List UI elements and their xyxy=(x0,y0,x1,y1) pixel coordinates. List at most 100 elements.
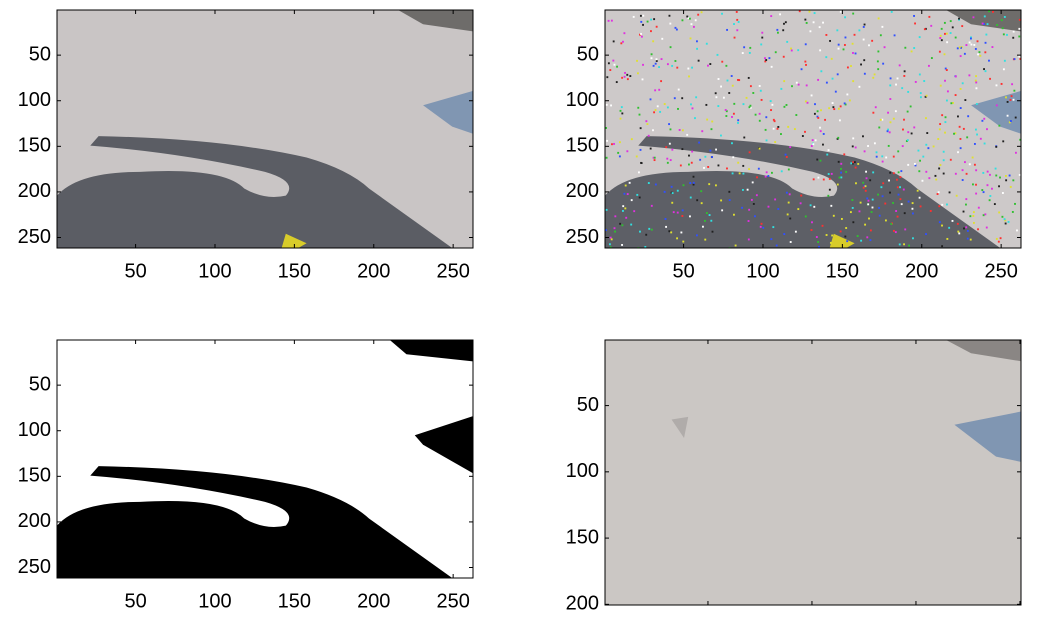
noise-dot xyxy=(924,95,927,98)
noise-dot xyxy=(609,69,612,71)
noise-dot xyxy=(865,177,868,180)
noise-dot xyxy=(1000,19,1003,22)
noise-dot xyxy=(940,39,943,42)
noise-dot xyxy=(746,188,749,191)
y-tick-label: 200 xyxy=(566,180,599,202)
noise-dot xyxy=(974,128,977,131)
noise-dot xyxy=(893,34,896,37)
noise-dot xyxy=(863,59,866,62)
noise-dot xyxy=(946,41,949,44)
noise-dot xyxy=(928,15,931,18)
noise-dot xyxy=(658,66,661,69)
noise-dot xyxy=(961,179,964,181)
noise-dot xyxy=(817,116,820,119)
noise-dot xyxy=(728,190,731,193)
noise-dot xyxy=(743,136,746,139)
noise-dot xyxy=(710,128,713,131)
noise-dot xyxy=(984,41,987,44)
noise-dot xyxy=(940,27,943,30)
noise-dot xyxy=(858,29,861,32)
noise-dot xyxy=(610,19,613,22)
noise-dot xyxy=(845,227,848,229)
noise-dot xyxy=(916,189,919,192)
noise-dot xyxy=(832,106,835,109)
noise-dot xyxy=(810,145,813,147)
noise-dot xyxy=(986,128,988,131)
noise-dot xyxy=(976,133,978,136)
noise-dot xyxy=(675,28,678,31)
noise-dot xyxy=(1018,35,1021,38)
y-tick-label: 200 xyxy=(566,593,599,614)
noise-dot xyxy=(623,192,626,195)
noise-dot xyxy=(688,75,690,78)
noise-dot xyxy=(903,75,906,77)
noise-dot xyxy=(872,76,875,79)
noise-dot xyxy=(700,11,703,14)
noise-dot xyxy=(754,215,756,218)
noise-dot xyxy=(688,154,690,157)
noise-dot xyxy=(621,76,624,79)
noise-dot xyxy=(911,207,914,210)
noise-dot xyxy=(641,78,644,81)
noise-dot xyxy=(831,102,834,104)
noise-dot xyxy=(995,145,998,148)
noise-dot xyxy=(945,69,948,71)
noise-dot xyxy=(765,171,768,174)
noise-dot xyxy=(858,210,861,213)
noise-dot xyxy=(733,36,736,39)
noise-dot xyxy=(637,72,639,75)
noise-dot xyxy=(877,50,880,53)
noise-dot xyxy=(811,221,813,224)
noise-dot xyxy=(1018,55,1021,58)
noise-dot xyxy=(715,184,717,187)
noise-dot xyxy=(840,176,843,179)
noise-dot xyxy=(705,103,708,106)
noise-dot xyxy=(964,99,967,101)
noise-dot xyxy=(828,107,831,110)
noise-dot xyxy=(951,26,954,29)
noise-dot xyxy=(630,199,633,202)
noise-dot xyxy=(897,150,900,153)
noise-dot xyxy=(797,83,800,86)
noise-dot xyxy=(1019,58,1021,60)
noise-dot xyxy=(965,172,968,175)
noise-dot xyxy=(670,185,673,188)
noise-dot xyxy=(736,29,739,32)
noise-dot xyxy=(975,183,977,186)
noise-dot xyxy=(857,163,860,165)
noise-dot xyxy=(892,117,895,120)
noise-dot xyxy=(873,142,876,145)
noise-dot xyxy=(927,64,930,67)
noise-dot xyxy=(621,112,624,115)
noise-dot xyxy=(786,213,789,216)
noise-dot xyxy=(879,34,882,37)
y-tick-label: 150 xyxy=(18,465,51,487)
noise-dot xyxy=(784,21,787,24)
noise-dot xyxy=(918,170,921,173)
noise-dot xyxy=(774,51,777,54)
noise-dot xyxy=(787,168,790,171)
noise-dot xyxy=(612,59,615,62)
noise-dot xyxy=(824,118,827,121)
noise-dot xyxy=(650,53,653,56)
axes-frame xyxy=(604,339,1022,606)
noise-dot xyxy=(707,166,710,168)
noise-dot xyxy=(838,176,841,179)
noise-dot xyxy=(676,66,679,69)
noise-dot xyxy=(819,49,822,52)
noise-dot xyxy=(851,42,854,45)
noise-dot xyxy=(829,39,832,42)
noise-dot xyxy=(855,182,857,185)
noise-dot xyxy=(1001,215,1004,218)
noise-dot xyxy=(805,84,808,87)
noise-dot xyxy=(681,19,684,22)
noise-dot xyxy=(822,178,825,181)
x-tick-label: 100 xyxy=(198,590,231,612)
noise-dot xyxy=(758,147,761,150)
noise-dot xyxy=(653,159,656,162)
noise-dot xyxy=(700,202,703,205)
noise-dot xyxy=(989,195,992,197)
y-tick-label: 200 xyxy=(18,180,51,202)
noise-dot xyxy=(669,128,672,131)
noise-dot xyxy=(628,181,631,184)
